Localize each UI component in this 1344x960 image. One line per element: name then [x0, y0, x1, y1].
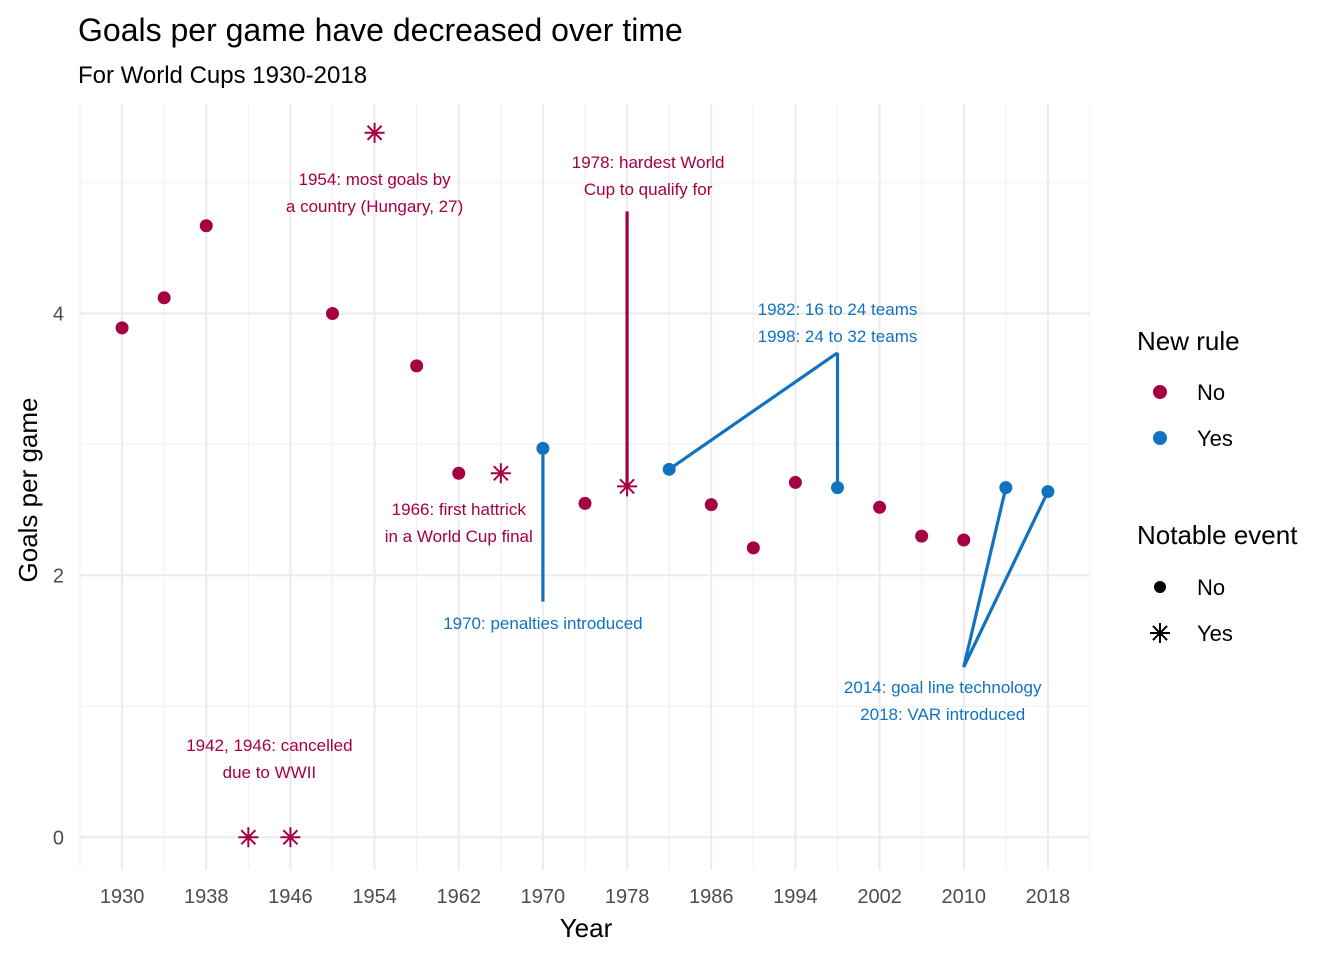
data-point-1966	[490, 463, 511, 484]
legend-key-new-rule-yes	[1153, 431, 1167, 445]
x-tick-label: 2002	[857, 886, 902, 908]
data-point-1934	[157, 291, 171, 305]
annotation-label: 2014: goal line technology 2018: VAR intr…	[844, 678, 1042, 724]
annotation-line-text: 2014: goal line technology	[844, 678, 1042, 697]
annotation-label: 1982: 16 to 24 teams 1998: 24 to 32 teams	[758, 300, 918, 346]
y-tick-label: 2	[53, 565, 64, 587]
annotation-lines	[541, 211, 1050, 668]
data-point-1946	[280, 827, 301, 848]
data-point-1970	[536, 441, 550, 455]
x-tick-label: 1962	[437, 886, 482, 908]
annotation-line-text: 1954: most goals by	[299, 170, 452, 189]
x-tick-label: 2018	[1026, 886, 1071, 908]
data-point-2002	[873, 500, 887, 514]
data-point-1990	[746, 541, 760, 555]
data-point-1930	[115, 321, 129, 335]
y-axis-title: Goals per game	[13, 398, 43, 583]
x-tick-label: 1994	[773, 886, 818, 908]
legend-title-notable-event: Notable event	[1137, 520, 1298, 550]
annotation-label: 1978: hardest World Cup to qualify for	[572, 153, 725, 199]
data-point-2006	[915, 529, 929, 543]
legend-title-new-rule: New rule	[1137, 326, 1240, 356]
data-point-2010	[957, 533, 971, 547]
data-point-1974	[578, 496, 592, 510]
annotation-line-text: 1982: 16 to 24 teams	[758, 300, 918, 319]
chart-subtitle: For World Cups 1930-2018	[78, 62, 367, 89]
annotation-label: 1954: most goals by a country (Hungary, 2…	[286, 170, 463, 216]
annotation-line-text: 2018: VAR introduced	[860, 705, 1025, 724]
annotation-label: 1970: penalties introduced	[443, 614, 642, 633]
legend-label-new-rule: No	[1197, 380, 1225, 405]
annotation-line-text: 1970: penalties introduced	[443, 614, 642, 633]
annotation-label: 1966: first hattrick in a World Cup final	[385, 500, 533, 546]
data-point-2014	[999, 481, 1013, 495]
x-tick-label: 2010	[942, 886, 987, 908]
x-tick-label: 1986	[689, 886, 734, 908]
x-tick-label: 1954	[352, 886, 397, 908]
x-tick-label: 1938	[184, 886, 229, 908]
asterisk-stroke	[493, 465, 509, 482]
annotation-line-text: 1966: first hattrick	[392, 500, 527, 519]
data-point-1978	[617, 476, 638, 497]
legend-key-notable-yes	[1150, 623, 1170, 643]
legend-label-notable-event: No	[1197, 575, 1225, 600]
annotation-line-text: in a World Cup final	[385, 527, 533, 546]
x-tick-label: 1946	[268, 886, 313, 908]
annotation-line-text: 1978: hardest World	[572, 153, 725, 172]
legend-key-new-rule-no	[1153, 385, 1167, 399]
data-point-1998	[831, 481, 844, 495]
data-point-1986	[704, 498, 718, 512]
asterisk-stroke	[366, 125, 383, 141]
legend-label-new-rule: Yes	[1197, 426, 1233, 451]
data-point-1954	[364, 122, 385, 143]
chart-title: Goals per game have decreased over time	[78, 12, 683, 48]
data-point-1982	[662, 462, 676, 476]
annotation-line-text: 1998: 24 to 32 teams	[758, 327, 918, 346]
data-point-1950	[326, 307, 339, 321]
annotation-line-text: 1942, 1946: cancelled	[186, 736, 352, 755]
x-tick-label: 1970	[521, 886, 566, 908]
annotation-line	[962, 490, 1050, 668]
axis-ticks: 1930 1938 1946 1954 1962 1970 1978 1986 1994 2002…	[53, 304, 1070, 908]
legend-key-notable-no	[1154, 581, 1166, 593]
data-point-1994	[788, 475, 802, 489]
annotation-label: 1942, 1946: cancelled due to WWII	[186, 736, 352, 782]
annotation-line-text: a country (Hungary, 27)	[286, 197, 463, 216]
annotation-line	[962, 487, 1008, 668]
data-point-1958	[410, 359, 424, 373]
y-tick-label: 4	[53, 304, 64, 326]
asterisk-stroke	[619, 478, 635, 495]
x-tick-label: 1978	[605, 886, 650, 908]
annotation-line	[668, 351, 839, 471]
annotation-line-text: Cup to qualify for	[584, 180, 713, 199]
asterisk-stroke	[240, 829, 257, 846]
x-tick-label: 1930	[100, 886, 145, 908]
grid	[79, 104, 1091, 870]
asterisk-stroke	[282, 829, 299, 846]
annotation-line-text: due to WWII	[223, 763, 317, 782]
legend-label-notable-event: Yes	[1197, 621, 1233, 646]
asterisk-stroke	[1152, 625, 1168, 641]
y-tick-label: 0	[53, 827, 64, 849]
annotations: 1954: most goals by a country (Hungary, 2…	[186, 153, 1042, 782]
legend: New rule No Yes Notable event No Yes	[1137, 326, 1298, 646]
data-points	[115, 122, 1055, 848]
data-point-1962	[452, 466, 466, 480]
data-point-2018	[1041, 485, 1055, 499]
x-axis-title: Year	[560, 913, 613, 943]
data-point-1938	[199, 219, 213, 233]
data-point-1942	[238, 827, 259, 848]
